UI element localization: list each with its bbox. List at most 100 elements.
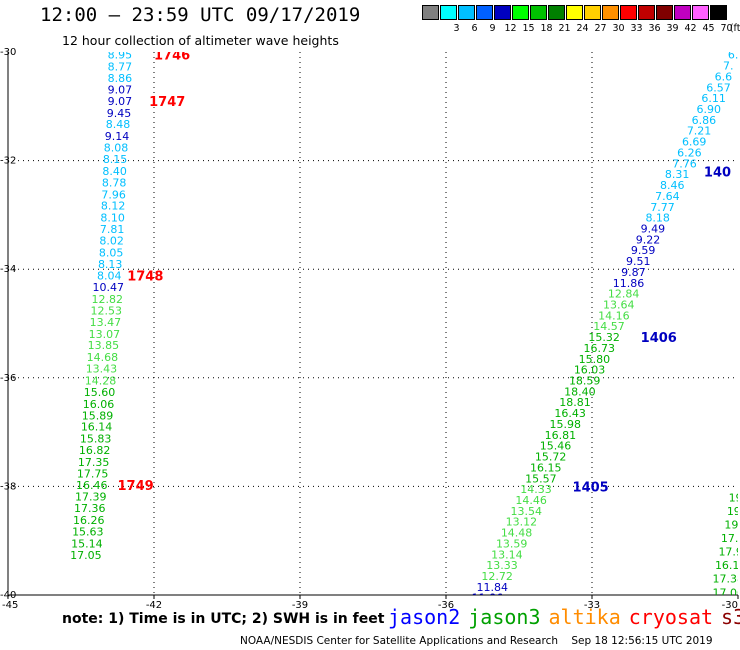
wave-height-value: 17.36 (74, 502, 106, 515)
wave-height-value: 13.14 (491, 548, 523, 561)
wave-height-value: 7.81 (100, 223, 125, 236)
legend-entry: cryosat (628, 605, 714, 629)
color-scale-label: 39 (666, 23, 679, 34)
wave-height-value: 10.47 (93, 281, 125, 294)
wave-height-value: 15.14 (71, 537, 103, 550)
wave-height-value: 8.02 (99, 234, 124, 247)
pass-time-label: 1405 (573, 480, 609, 495)
pass-time-label: 1746 (154, 49, 190, 64)
wave-height-value: 14.68 (87, 351, 119, 364)
wave-height-value: 9.49 (641, 222, 666, 235)
wave-height-value: 17.06 (713, 586, 740, 599)
pass-time-label: 1747 (149, 95, 185, 110)
wave-height-value: 15.63 (72, 525, 104, 538)
wave-height-value: 12.72 (481, 570, 513, 583)
wave-height-value: 16.15 (715, 559, 740, 572)
color-scale-swatch (692, 5, 709, 20)
wave-height-value: 14.48 (501, 527, 533, 540)
wave-height-value: 16.82 (79, 444, 111, 457)
color-scale-swatch (530, 5, 547, 20)
wave-height-value: 9.07 (108, 83, 133, 96)
color-scale-label: 9 (489, 23, 496, 34)
wave-height-value: 13.54 (511, 505, 543, 518)
wave-height-value: 8.95 (108, 49, 133, 62)
color-scale-swatch (548, 5, 565, 20)
color-scale-label: 6 (471, 23, 478, 34)
wave-height-value: 9.07 (108, 95, 133, 108)
x-tick-label: -36 (438, 600, 454, 611)
wave-height-value: 16.03 (574, 364, 606, 377)
wave-height-value: 8.08 (104, 142, 129, 155)
wave-height-value: 7.96 (101, 188, 126, 201)
color-scale-swatch (566, 5, 583, 20)
wave-height-value: 19 (729, 491, 740, 504)
wave-height-value: 8.40 (102, 165, 127, 178)
wave-height-value: 14.28 (85, 375, 117, 388)
footnote: note: 1) Time is in UTC; 2) SWH is in fe… (62, 611, 385, 627)
data-points-group: 8.958.778.869.079.079.458.489.148.088.15… (70, 49, 740, 599)
wave-height-value: 13.59 (496, 537, 528, 550)
wave-height-value: 7. (723, 60, 734, 73)
color-scale-label: 24 (576, 23, 589, 34)
credit-line: NOAA/NESDIS Center for Satellite Applica… (240, 635, 713, 647)
wave-height-value: 8.13 (98, 258, 123, 271)
color-scale-label: 12 (504, 23, 517, 34)
color-scale-label: 36 (648, 23, 661, 34)
wave-height-value: 16.15 (530, 461, 562, 474)
color-scale-label: 70 (720, 23, 733, 34)
wave-height-value: 7.21 (687, 125, 712, 138)
pass-time-label: 1749 (118, 479, 154, 494)
color-scale-swatch (476, 5, 493, 20)
wave-height-value: 17.35 (78, 456, 110, 469)
wave-height-value: 7.76 (672, 157, 697, 170)
wave-height-value: 13.64 (603, 298, 635, 311)
wave-height-value: 15.32 (588, 331, 620, 344)
wave-height-value: 9.45 (107, 107, 132, 120)
wave-height-value: 8.12 (101, 200, 126, 213)
wave-height-value: 16.73 (584, 342, 616, 355)
x-tick-label: -42 (146, 600, 162, 611)
color-scale-swatch (422, 5, 439, 20)
wave-height-value: 7.64 (655, 190, 680, 203)
wave-height-value: 9.22 (636, 233, 661, 246)
wave-height-value: 15.98 (549, 418, 581, 431)
wave-height-value: 6.86 (692, 114, 717, 127)
color-scale-swatch (458, 5, 475, 20)
wave-height-value: 19. (727, 505, 740, 518)
wave-height-value: 13.12 (506, 516, 538, 529)
color-scale-label: 18 (540, 23, 553, 34)
x-tick-label: -30 (722, 600, 738, 611)
wave-height-value: 11.86 (613, 277, 645, 290)
color-scale-label: 3 (453, 23, 460, 34)
wave-height-value: 15.46 (540, 440, 572, 453)
wave-height-value: 9.14 (105, 130, 130, 143)
color-scale-swatch (584, 5, 601, 20)
wave-height-value: 13.47 (90, 316, 122, 329)
wave-height-value: 17.05 (70, 549, 102, 562)
wave-height-value: 17.39 (75, 491, 107, 504)
wave-height-value: 16.46 (76, 479, 108, 492)
wave-height-value: 8.05 (99, 246, 124, 259)
wave-height-value: 15.72 (535, 451, 567, 464)
color-scale-unit: (ft) (729, 23, 740, 34)
color-scale-swatch (620, 5, 637, 20)
wave-height-value: 13.33 (486, 559, 518, 572)
wave-height-value: 6.69 (682, 136, 707, 149)
color-scale-swatch (638, 5, 655, 20)
wave-height-value: 8.46 (660, 179, 685, 192)
wave-height-value: 15.60 (84, 386, 116, 399)
wave-height-value: 17.75 (77, 467, 109, 480)
wave-height-value: 19. (724, 518, 740, 531)
wave-height-value: 16.06 (83, 398, 115, 411)
pass-time-label: 140 (704, 165, 731, 180)
wave-height-value: 14.46 (515, 494, 547, 507)
color-scale-label: 45 (702, 23, 715, 34)
legend-entry: jason2 (388, 605, 461, 629)
wave-height-value: 11.84 (476, 581, 508, 594)
legend-entry: jason3 (468, 605, 541, 629)
wave-height-value: 8.77 (108, 61, 133, 74)
chart-title: 12:00 – 23:59 UTC 09/17/2019 (40, 4, 361, 26)
x-tick-label: -39 (292, 600, 308, 611)
wave-height-value: 15.89 (82, 409, 114, 422)
